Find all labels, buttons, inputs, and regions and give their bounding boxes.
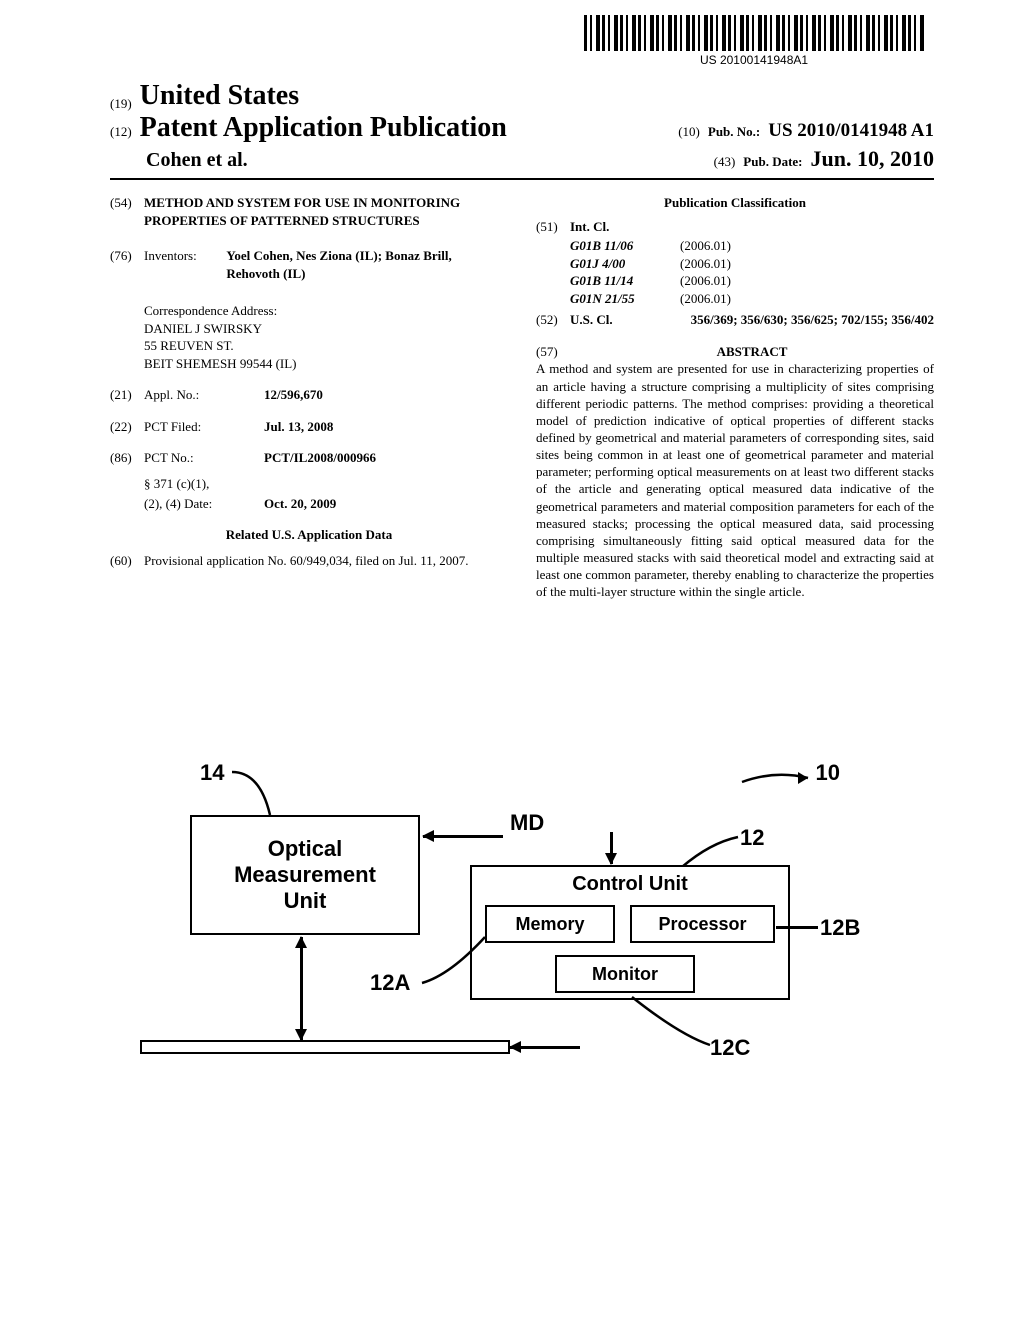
omu-l2: Measurement xyxy=(192,862,418,888)
corr-city: BEIT SHEMESH 99544 (IL) xyxy=(144,355,508,373)
inv-label: Inventors: xyxy=(144,247,226,282)
intcl-code: G01B 11/06 xyxy=(570,237,680,255)
corr-street: 55 REUVEN ST. xyxy=(144,337,508,355)
barcode-text: US 20100141948A1 xyxy=(584,53,924,67)
doctype-num: (12) xyxy=(110,124,132,140)
inv-val: Yoel Cohen, Nes Ziona (IL); Bonaz Brill,… xyxy=(226,247,508,282)
pctf-val: Jul. 13, 2008 xyxy=(264,418,333,436)
intcl-code: G01N 21/55 xyxy=(570,290,680,308)
pub-class-heading: Publication Classification xyxy=(536,194,934,212)
corr-label: Correspondence Address: xyxy=(144,302,508,320)
leader-12c xyxy=(630,995,715,1050)
header-line-2: (12) Patent Application Publication (10)… xyxy=(110,112,934,144)
barcode-graphic xyxy=(584,15,924,51)
abstract-text: A method and system are presented for us… xyxy=(536,360,934,600)
ref-12b: 12B xyxy=(820,915,860,941)
appl-num: (21) xyxy=(110,386,144,404)
intcl-num: (51) xyxy=(536,218,570,236)
appl-label: Appl. No.: xyxy=(144,386,264,404)
ref-12c: 12C xyxy=(710,1035,750,1061)
s371-l2: (2), (4) Date: xyxy=(144,495,264,513)
abs-num: (57) xyxy=(536,343,570,361)
intcl-year: (2006.01) xyxy=(680,272,731,290)
s371-val: Oct. 20, 2009 xyxy=(264,495,336,513)
uscl-num: (52) xyxy=(536,311,570,329)
header-line-1: (19) United States xyxy=(110,80,934,112)
title-text: METHOD AND SYSTEM FOR USE IN MONITORING … xyxy=(144,194,508,229)
authors: Cohen et al. xyxy=(110,149,248,172)
arrow-md-cu xyxy=(610,832,613,864)
figure-diagram: 14 10 Optical Measurement Unit MD 12 Con… xyxy=(140,760,880,1120)
leader-12a xyxy=(420,935,490,985)
ref-12a: 12A xyxy=(370,970,410,996)
left-column: (54) METHOD AND SYSTEM FOR USE IN MONITO… xyxy=(110,194,508,601)
box-monitor: Monitor xyxy=(555,955,695,993)
box-omu: Optical Measurement Unit xyxy=(190,815,420,935)
pubno-val: US 2010/0141948 A1 xyxy=(768,120,934,142)
omu-l1: Optical xyxy=(192,836,418,862)
ref-12: 12 xyxy=(740,825,764,851)
box-memory: Memory xyxy=(485,905,615,943)
s371-l1: § 371 (c)(1), xyxy=(144,475,264,493)
pctf-label: PCT Filed: xyxy=(144,418,264,436)
cu-label: Control Unit xyxy=(472,873,788,896)
arrow-omu-down xyxy=(300,1039,303,1040)
pctf-num: (22) xyxy=(110,418,144,436)
doctype: Patent Application Publication xyxy=(140,112,507,144)
correspondence-block: Correspondence Address: DANIEL J SWIRSKY… xyxy=(144,302,508,372)
prov-text: Provisional application No. 60/949,034, … xyxy=(144,552,469,570)
pubdate-val: Jun. 10, 2010 xyxy=(811,146,934,172)
intcl-year: (2006.01) xyxy=(680,255,731,273)
country: United States xyxy=(140,80,299,112)
pctn-val: PCT/IL2008/000966 xyxy=(264,449,376,467)
intcl-year: (2006.01) xyxy=(680,237,731,255)
md-label: MD xyxy=(510,810,544,836)
intcl-list: G01B 11/06(2006.01) G01J 4/00(2006.01) G… xyxy=(536,237,934,307)
pubdate-num: (43) xyxy=(714,154,736,170)
pctn-label: PCT No.: xyxy=(144,449,264,467)
title-num: (54) xyxy=(110,194,144,229)
uscl-label: U.S. Cl. xyxy=(570,311,613,329)
arrow-md-omu xyxy=(423,835,503,838)
right-column: Publication Classification (51) Int. Cl.… xyxy=(536,194,934,601)
arrow-omu-up xyxy=(300,937,303,938)
box-processor: Processor xyxy=(630,905,775,943)
ref-10: 10 xyxy=(816,760,840,786)
header-line-3: Cohen et al. (43) Pub. Date: Jun. 10, 20… xyxy=(110,146,934,172)
box-stage xyxy=(140,1040,510,1054)
intcl-code: G01J 4/00 xyxy=(570,255,680,273)
line-omu-stage xyxy=(300,937,303,1040)
leader-12b xyxy=(776,926,818,929)
body-columns: (54) METHOD AND SYSTEM FOR USE IN MONITO… xyxy=(110,194,934,601)
pubdate-label: Pub. Date: xyxy=(743,154,802,170)
arrow-stage xyxy=(510,1046,580,1049)
leader-14 xyxy=(230,770,290,820)
leader-10 xyxy=(740,768,810,788)
abs-label: ABSTRACT xyxy=(570,343,934,361)
uscl-val: 356/369; 356/630; 356/625; 702/155; 356/… xyxy=(617,311,934,329)
intcl-label: Int. Cl. xyxy=(570,218,609,236)
ref-14: 14 xyxy=(200,760,224,786)
pubno-num: (10) xyxy=(678,124,700,140)
omu-l3: Unit xyxy=(192,888,418,914)
intcl-year: (2006.01) xyxy=(680,290,731,308)
corr-name: DANIEL J SWIRSKY xyxy=(144,320,508,338)
prov-num: (60) xyxy=(110,552,144,570)
country-num: (19) xyxy=(110,96,132,112)
pubno-label: Pub. No.: xyxy=(708,124,760,140)
divider xyxy=(110,178,934,180)
inv-num: (76) xyxy=(110,247,144,282)
appl-val: 12/596,670 xyxy=(264,386,323,404)
intcl-code: G01B 11/14 xyxy=(570,272,680,290)
related-heading: Related U.S. Application Data xyxy=(110,526,508,544)
barcode-block: US 20100141948A1 xyxy=(584,15,924,67)
pctn-num: (86) xyxy=(110,449,144,467)
